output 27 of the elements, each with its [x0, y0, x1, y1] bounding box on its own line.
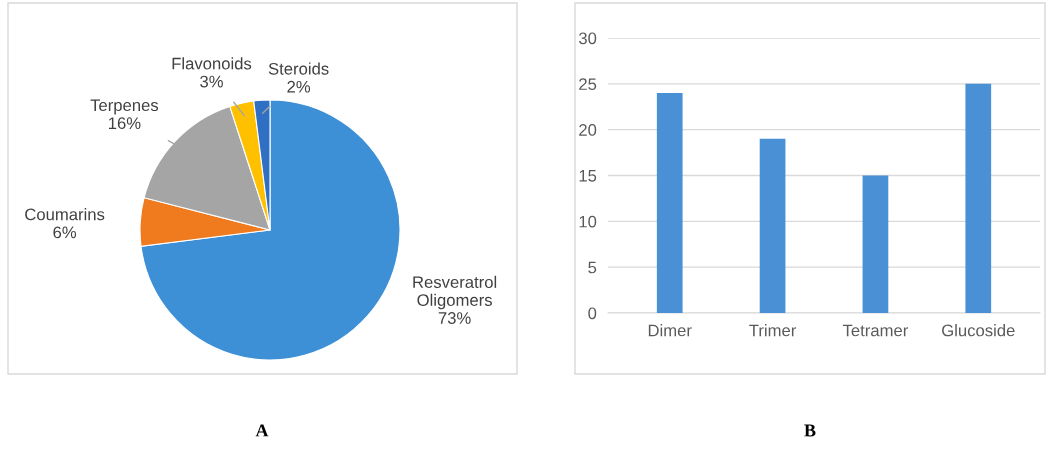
data-label: 3%: [200, 75, 223, 88]
data-label: 16%: [108, 117, 141, 130]
y-tick-label: 15: [579, 170, 597, 182]
x-tick-label: Trimer: [749, 324, 797, 337]
slice-label: Steroids: [268, 62, 329, 75]
x-tick-label: Glucoside: [942, 324, 1015, 337]
bar: [862, 175, 889, 313]
bar: [656, 93, 683, 313]
slice-label: Resveratrol Oligomers: [413, 275, 497, 310]
x-tick-label: Dimer: [648, 324, 692, 337]
y-tick-label: 25: [579, 78, 597, 91]
y-tick-label: 0: [588, 307, 597, 320]
text: A: [255, 424, 269, 437]
y-tick-label: 10: [579, 215, 597, 228]
y-tick-label: 30: [578, 32, 597, 45]
bar: [759, 138, 786, 313]
slice-label: Flavonoids: [172, 57, 252, 70]
x-tick-label: Tetramer: [842, 324, 909, 337]
text: B: [804, 424, 816, 437]
data-label: 2%: [287, 80, 311, 93]
y-tick-label: 20: [579, 124, 597, 136]
y-tick-label: 5: [588, 261, 597, 274]
slice-label: Terpenes: [90, 99, 159, 115]
bar: [965, 83, 992, 313]
slice-label: Coumarins: [25, 208, 105, 221]
data-label: 6%: [53, 226, 77, 239]
data-label: 73%: [438, 312, 471, 324]
